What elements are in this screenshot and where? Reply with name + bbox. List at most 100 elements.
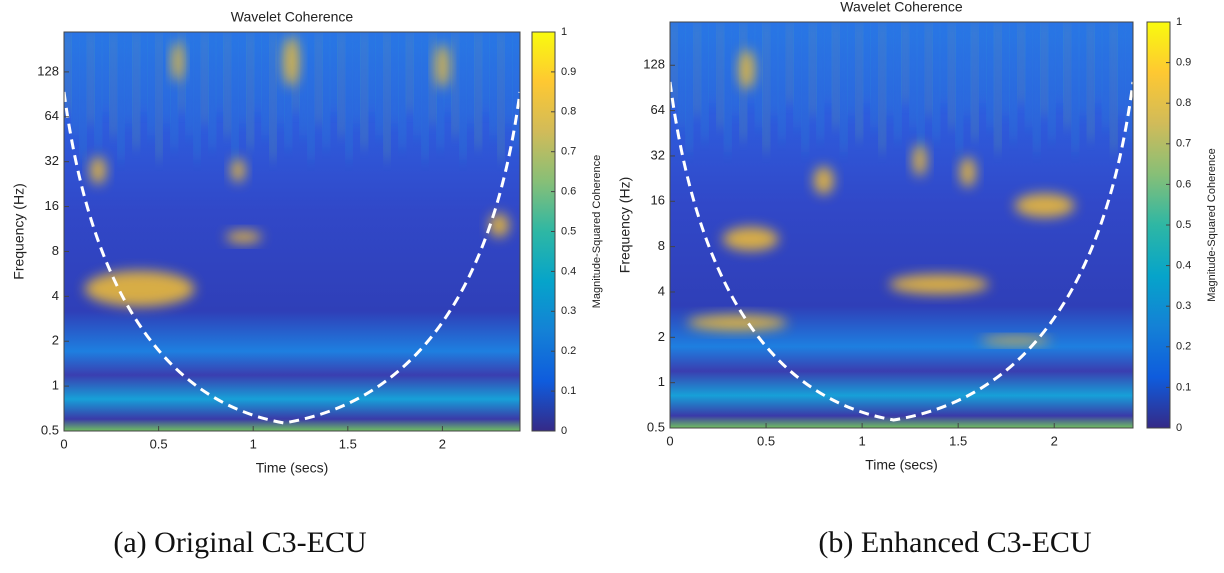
colorbar-tick-label: 0	[1176, 422, 1182, 434]
y-tick-label: 0.5	[41, 422, 59, 437]
heatmap-texture	[164, 32, 169, 124]
heatmap-texture	[787, 22, 792, 104]
heatmap-texture	[514, 32, 519, 148]
heatmap-texture	[1011, 22, 1016, 140]
x-tick-label: 1	[858, 433, 865, 448]
heatmap-texture	[972, 22, 977, 140]
heatmap-texture	[423, 32, 427, 160]
heatmap-texture	[331, 32, 336, 112]
plot-frame	[669, 21, 1134, 429]
y-tick-label: 8	[658, 238, 665, 253]
heatmap-texture	[957, 22, 962, 152]
y-tick-label: 8	[52, 243, 59, 258]
heatmap-texture	[225, 32, 230, 136]
heatmap-texture	[1127, 22, 1132, 140]
heatmap-texture	[718, 22, 723, 128]
y-tick-label: 4	[658, 283, 665, 298]
heatmap-texture	[826, 22, 831, 104]
heatmap-texture	[499, 32, 503, 160]
colorbar-tick-label: 1	[561, 26, 567, 38]
heatmap-texture	[1103, 22, 1108, 128]
heatmap-texture	[695, 22, 700, 116]
heatmap-texture	[1080, 22, 1085, 116]
heatmap-texture	[225, 230, 262, 243]
heatmap-texture	[435, 44, 450, 89]
heatmap-texture	[491, 32, 496, 136]
heatmap-texture	[339, 32, 344, 136]
heatmap-texture	[1019, 22, 1024, 104]
y-tick-label: 64	[651, 102, 665, 117]
heatmap-texture	[1049, 22, 1054, 140]
heatmap-texture	[764, 22, 769, 152]
heatmap-texture	[833, 22, 838, 128]
heatmap-texture	[887, 22, 892, 116]
heatmap-texture	[1026, 22, 1031, 128]
x-tick-label: 0	[666, 433, 673, 448]
y-tick-label: 16	[45, 198, 59, 213]
heatmap-texture	[430, 32, 435, 124]
heatmap-texture	[324, 32, 329, 148]
heatmap-texture	[119, 32, 123, 160]
cone-of-influence	[670, 81, 1133, 422]
heatmap-texture	[347, 32, 351, 160]
heatmap-texture	[980, 336, 1051, 345]
heatmap-texture	[369, 32, 374, 112]
colorbar-tick-label: 0.6	[1176, 178, 1191, 190]
y-tick-label: 16	[651, 193, 665, 208]
colorbar-tick-label: 0.9	[561, 66, 576, 78]
heatmap-area	[670, 22, 1133, 428]
heatmap-texture	[453, 32, 458, 136]
heatmap-texture	[756, 22, 761, 128]
heatmap-texture	[476, 32, 481, 148]
heatmap-texture	[400, 32, 405, 148]
heatmap-texture	[679, 22, 684, 128]
caption: (b) Enhanced C3-ECU	[818, 526, 1092, 559]
y-tick-label: 1	[658, 374, 665, 389]
heatmap-texture	[995, 22, 1000, 152]
colorbar-tick-label: 0.5	[561, 225, 576, 237]
x-axis-label: Time (secs)	[256, 460, 329, 476]
colorbar-label: Magnitude-Squared Coherence	[591, 155, 603, 309]
y-tick-label: 32	[651, 147, 665, 162]
colorbar-tick-label: 0	[561, 425, 567, 437]
heatmap-texture	[171, 41, 184, 82]
heatmap-texture	[468, 32, 473, 124]
heatmap-texture	[813, 166, 834, 195]
heatmap-texture	[911, 22, 916, 128]
x-axis-label: Time (secs)	[865, 457, 938, 473]
colorbar-tick-label: 0.4	[561, 265, 576, 277]
heatmap-texture	[96, 32, 101, 148]
heatmap-texture	[888, 274, 989, 295]
cone-of-influence	[64, 91, 520, 425]
heatmap-texture	[1073, 22, 1078, 152]
heatmap-texture	[309, 32, 313, 160]
heatmap-texture	[779, 22, 784, 140]
heatmap-texture	[84, 270, 195, 307]
heatmap-texture	[988, 22, 993, 128]
x-tick-label: 2	[1051, 433, 1058, 448]
chart-title: Wavelet Coherence	[840, 0, 963, 15]
colorbar-tick-label: 0.8	[561, 106, 576, 118]
heatmap-texture	[240, 32, 245, 124]
heatmap-texture	[949, 22, 954, 128]
x-tick-label: 1.5	[949, 433, 967, 448]
y-axis-label: Frequency (Hz)	[617, 177, 633, 273]
heatmap-texture	[362, 32, 367, 148]
heatmap-texture	[195, 32, 199, 160]
heatmap-texture	[980, 22, 985, 104]
heatmap-texture	[903, 22, 908, 104]
heatmap-texture	[407, 32, 412, 112]
heatmap-texture	[857, 22, 862, 140]
heatmap-texture	[1042, 22, 1047, 116]
heatmap-texture	[818, 22, 823, 140]
heatmap-texture	[880, 22, 885, 152]
heatmap-texture	[1096, 22, 1101, 104]
heatmap-texture	[725, 22, 730, 152]
y-tick-label: 128	[37, 63, 59, 78]
heatmap-texture	[710, 22, 715, 104]
heatmap-texture	[483, 32, 488, 112]
heatmap-texture	[959, 157, 976, 188]
heatmap-texture	[1034, 22, 1039, 152]
heatmap-texture	[286, 32, 291, 148]
